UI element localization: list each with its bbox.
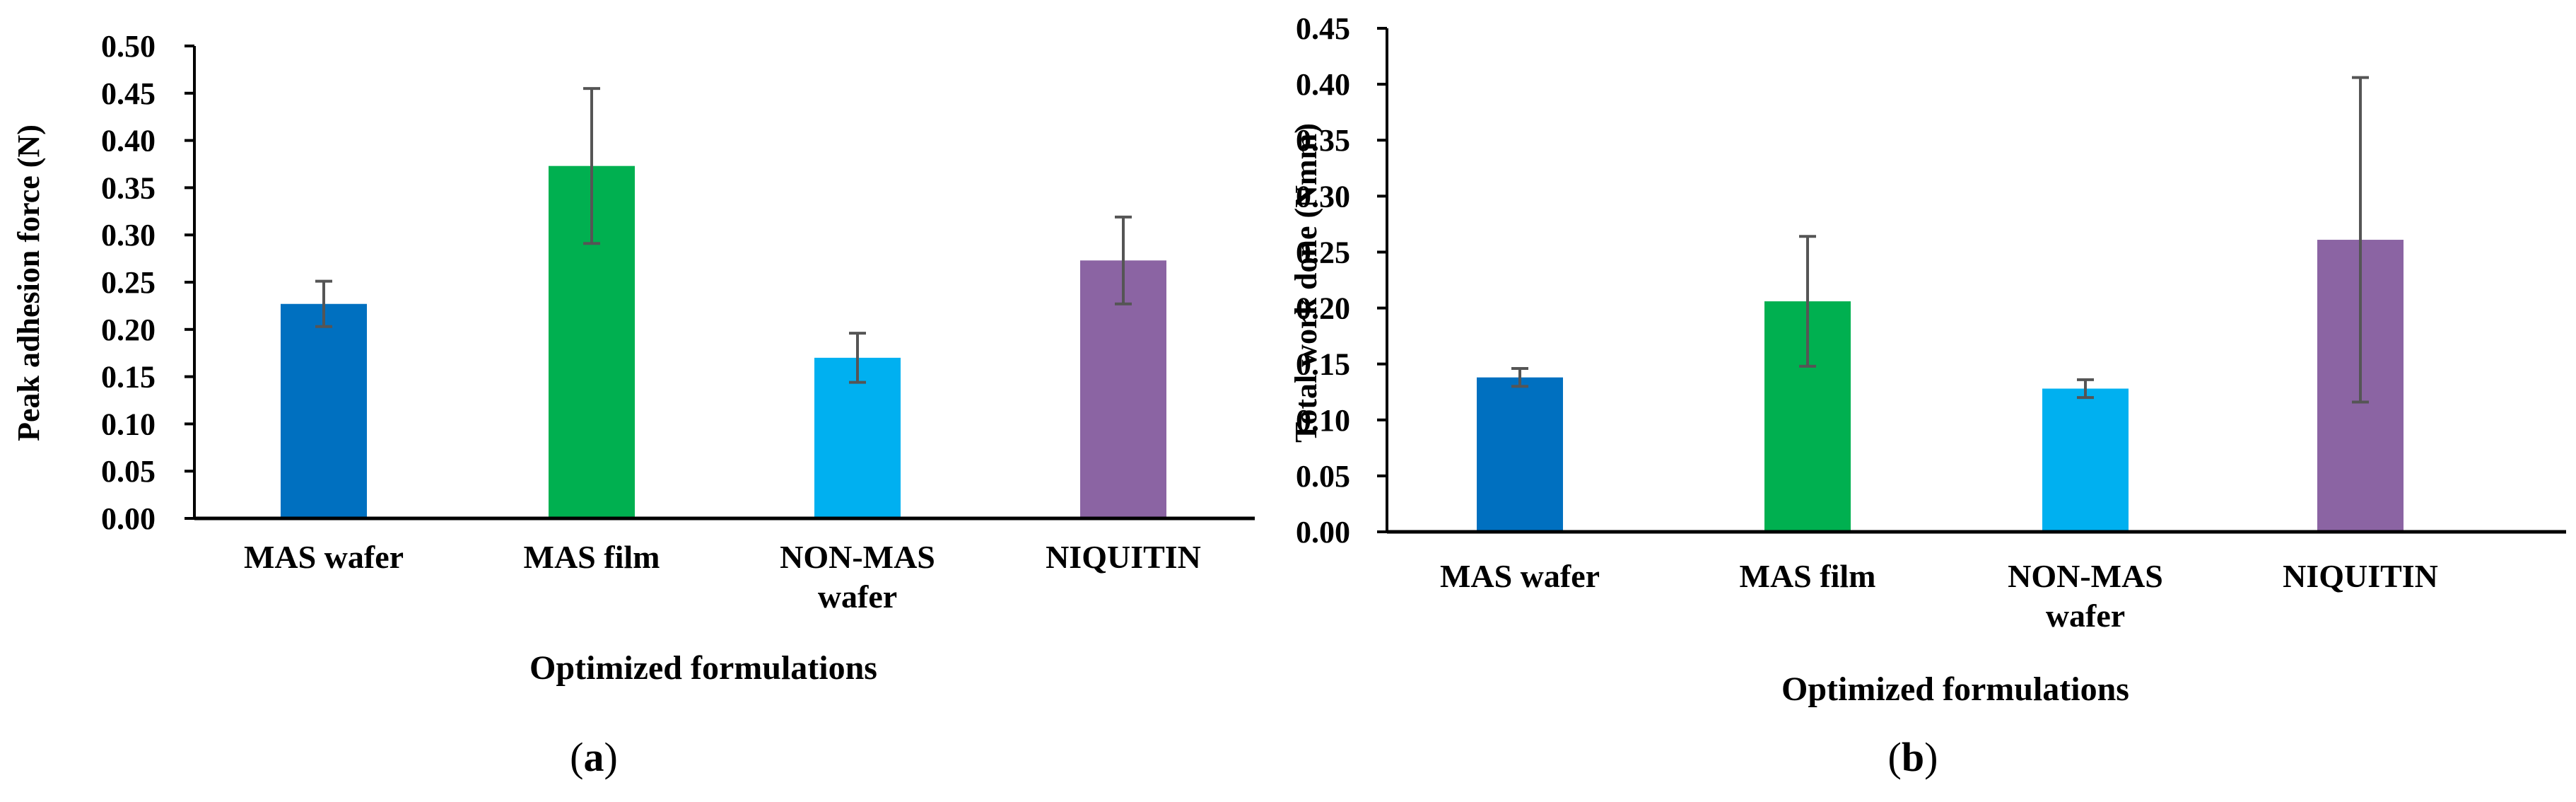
panel-letter: b [1902, 734, 1924, 780]
x-category-label: NON-MAS [2008, 558, 2163, 594]
chart-panel-a: 0.00 0.05 0.10 0.15 0.20 0.25 0.30 0.35 0.40 0.45… [11, 29, 1255, 780]
x-category-label: MAS wafer [244, 539, 404, 575]
x-axis-title: Optimized formulations [1781, 670, 2129, 708]
x-category-label: wafer [818, 579, 897, 615]
x-category-label: NIQUITIN [1046, 539, 1201, 575]
x-category-label: MAS wafer [1440, 558, 1600, 594]
x-category-label: MAS film [524, 539, 660, 575]
y-tick-label: 0.25 [101, 265, 156, 300]
y-tick-label: 0.20 [101, 313, 156, 347]
y-tick-label: 0.30 [1296, 179, 1350, 214]
x-category-label: MAS film [1740, 558, 1876, 594]
bar [814, 357, 901, 518]
bar [281, 303, 367, 518]
y-tick-label: 0.40 [101, 124, 156, 158]
y-tick-label: 0.05 [1296, 459, 1350, 494]
chart-panel-b: 0.00 0.05 0.10 0.15 0.20 0.25 0.30 0.35 0.40 0.45… [1289, 11, 2566, 780]
y-tick-label: 0.45 [101, 76, 156, 111]
y-tick-label: 0.30 [101, 218, 156, 252]
y-tick-label: 0.35 [1296, 123, 1350, 158]
x-category-label: NIQUITIN [2283, 558, 2438, 594]
y-tick-label: 0.15 [101, 360, 156, 395]
x-category-label: NON-MAS [780, 539, 935, 575]
bar [2042, 388, 2129, 532]
y-tick-label: 0.20 [1296, 291, 1350, 326]
y-tick-label: 0.15 [1296, 347, 1350, 382]
y-axis-title: Total work done (Nmm) [1289, 123, 1323, 443]
y-tick-label: 0.00 [1296, 515, 1350, 550]
y-tick-label: 0.35 [101, 170, 156, 205]
y-tick-label: 0.00 [101, 501, 156, 536]
panel-label: (b) [1888, 734, 1938, 780]
y-tick-label: 0.45 [1296, 11, 1350, 46]
x-axis-title: Optimized formulations [529, 649, 877, 687]
y-tick-label: 0.10 [101, 407, 156, 441]
y-tick-label: 0.40 [1296, 67, 1350, 102]
y-tick-label: 0.05 [101, 454, 156, 489]
panel-label: (a) [570, 734, 618, 780]
x-category-label: wafer [2046, 598, 2125, 634]
y-tick-label: 0.25 [1296, 235, 1350, 269]
bar [1477, 377, 1563, 532]
y-tick-label: 0.10 [1296, 403, 1350, 438]
panel-letter: a [584, 734, 604, 780]
y-tick-label: 0.50 [101, 29, 156, 64]
y-axis-title: Peak adhesion force (N) [11, 124, 46, 441]
